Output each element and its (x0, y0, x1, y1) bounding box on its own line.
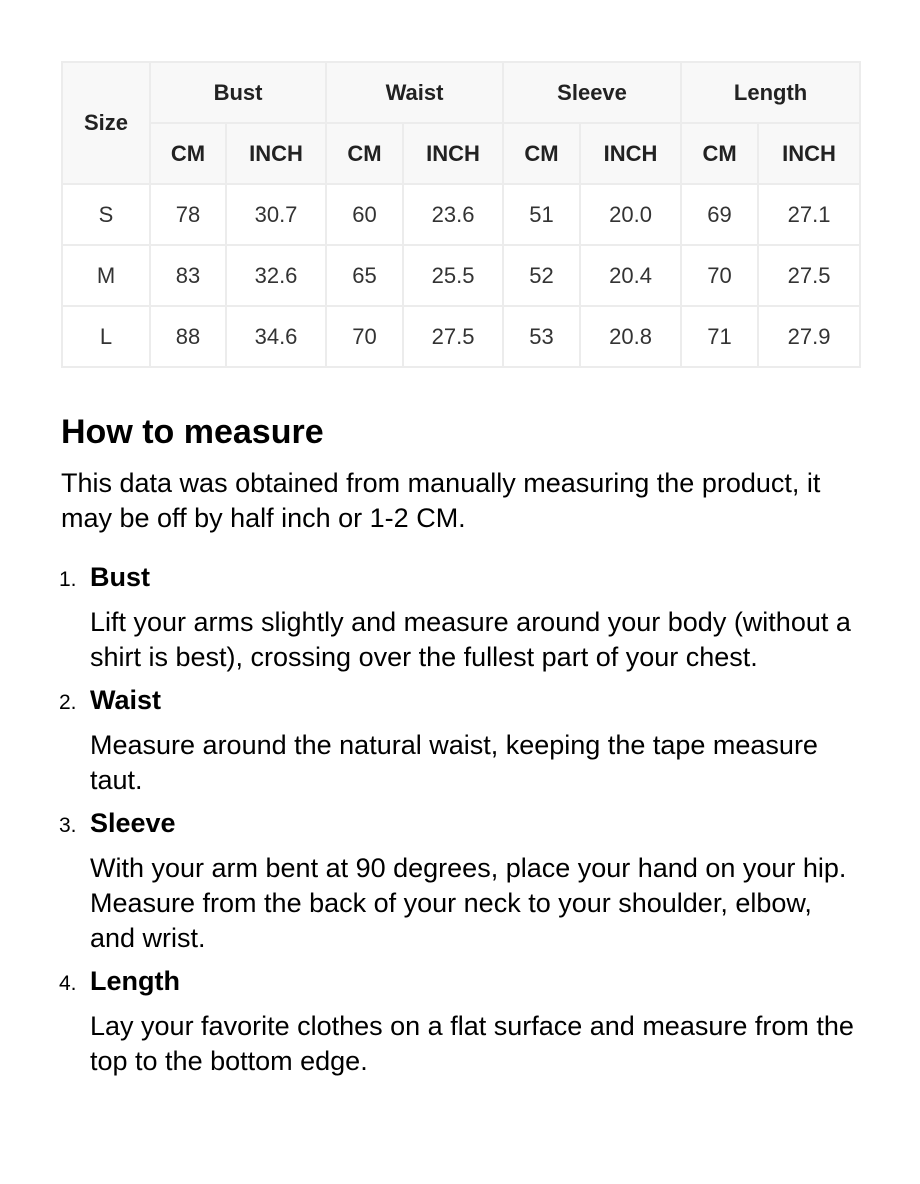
measurement-cell: 69 (680, 183, 760, 246)
measurement-cell: 25.5 (402, 244, 505, 307)
item-number: 3. (59, 814, 77, 837)
group-header-bust: Bust (148, 61, 328, 124)
table-row: M 83 32.6 65 25.5 52 20.4 70 27.5 (61, 244, 862, 307)
list-item-sleeve: 3. Sleeve With your arm bent at 90 degre… (59, 806, 861, 956)
table-row: S 78 30.7 60 23.6 51 20.0 69 27.1 (61, 183, 862, 246)
measurement-cell: 53 (502, 305, 582, 368)
item-description: Lay your favorite clothes on a flat surf… (90, 1011, 854, 1076)
measurement-cell: 27.1 (757, 183, 862, 246)
item-title: Sleeve (90, 808, 176, 838)
measurement-cell: 23.6 (402, 183, 505, 246)
measurement-cell: 83 (149, 244, 227, 307)
measurement-cell: 70 (680, 244, 760, 307)
measurement-cell: 27.9 (757, 305, 862, 368)
unit-header: INCH (579, 122, 683, 185)
measurement-cell: 88 (149, 305, 227, 368)
size-cell: L (61, 305, 151, 368)
table-row: L 88 34.6 70 27.5 53 20.8 71 27.9 (61, 305, 862, 368)
measurement-cell: 34.6 (224, 305, 328, 368)
list-item-length: 4. Length Lay your favorite clothes on a… (59, 964, 861, 1079)
header-row-units: CM INCH CM INCH CM INCH CM INCH (62, 122, 862, 185)
item-title: Bust (90, 562, 150, 592)
header-row-groups: Size Bust Waist Sleeve Length (61, 61, 862, 185)
measurement-cell: 20.0 (579, 183, 683, 246)
measurement-cell: 71 (680, 305, 760, 368)
intro-text: This data was obtained from manually mea… (61, 468, 821, 533)
measurement-cell: 78 (149, 183, 227, 246)
unit-header: INCH (757, 122, 862, 185)
unit-header: CM (680, 122, 760, 185)
list-item-bust: 1. Bust Lift your arms slightly and meas… (59, 560, 861, 675)
measurement-cell: 20.4 (579, 244, 683, 307)
size-cell: M (61, 244, 151, 307)
size-cell: S (61, 183, 151, 246)
item-title: Waist (90, 685, 162, 715)
item-title: Length (90, 966, 180, 996)
measurement-cell: 51 (502, 183, 582, 246)
section-heading: How to measure (61, 413, 324, 451)
list-item-waist: 2. Waist Measure around the natural wais… (59, 683, 861, 798)
measurement-cell: 65 (325, 244, 405, 307)
unit-header: INCH (224, 122, 328, 185)
group-header-length: Length (680, 61, 862, 124)
size-chart: Size Bust Waist Sleeve Length CM INCH CM… (61, 61, 862, 368)
item-number: 2. (59, 691, 77, 714)
size-table: Size Bust Waist Sleeve Length CM INCH CM… (61, 61, 862, 368)
measurement-cell: 32.6 (224, 244, 328, 307)
unit-header: CM (502, 122, 582, 185)
unit-header: CM (149, 122, 227, 185)
measurement-cell: 60 (325, 183, 405, 246)
measurement-cell: 27.5 (402, 305, 505, 368)
unit-header: INCH (402, 122, 505, 185)
measurement-cell: 52 (502, 244, 582, 307)
group-header-waist: Waist (325, 61, 505, 124)
unit-header: CM (325, 122, 405, 185)
measurement-cell: 27.5 (757, 244, 862, 307)
measure-list: 1. Bust Lift your arms slightly and meas… (59, 560, 861, 1087)
measurement-cell: 20.8 (579, 305, 683, 368)
group-header-sleeve: Sleeve (502, 61, 683, 124)
size-header: Size (61, 61, 151, 185)
item-description: Lift your arms slightly and measure arou… (90, 607, 851, 672)
item-description: Measure around the natural waist, keepin… (90, 730, 818, 795)
item-description: With your arm bent at 90 degrees, place … (90, 853, 847, 953)
item-number: 4. (59, 972, 77, 995)
measurement-cell: 30.7 (224, 183, 328, 246)
item-number: 1. (59, 568, 77, 591)
measurement-cell: 70 (325, 305, 405, 368)
